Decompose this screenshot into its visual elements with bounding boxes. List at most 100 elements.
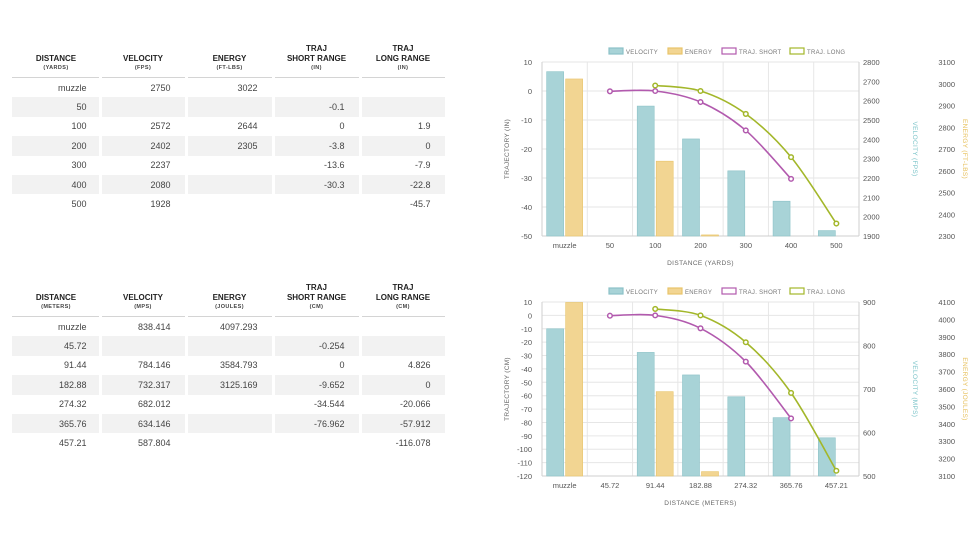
y2-tick-label: 500 [863, 472, 876, 481]
velocity-bar [546, 71, 564, 237]
y3-tick-label: 2700 [938, 145, 955, 154]
y-tick-label: -70 [521, 405, 532, 414]
energy-bar [655, 391, 674, 477]
velocity-bar [818, 230, 836, 237]
column-header: TRAJ LONG RANGE (IN) [360, 44, 446, 78]
column-header-title: TRAJ [392, 283, 414, 292]
table-cell: 365.76 [12, 413, 102, 434]
column-header-unit: (CM) [396, 304, 410, 310]
table-row: 200 2402 2305 -3.8 0 [12, 136, 448, 156]
y-tick-label: -120 [517, 472, 532, 481]
table-row: muzzle 2750 3022 [12, 77, 448, 98]
velocity-bar [727, 396, 746, 477]
y3-tick-label: 3400 [938, 420, 955, 429]
table-cell: 2572 [100, 116, 188, 137]
table-cell: 50 [12, 97, 102, 117]
table-cell [186, 155, 275, 175]
table-cell: 732.317 [100, 375, 188, 395]
table-cell: 3022 [186, 77, 275, 98]
table-cell: -0.1 [273, 97, 362, 117]
table-cell: 2402 [100, 136, 188, 156]
velocity-bar [682, 374, 700, 477]
table-row: 100 2572 2644 0 1.9 [12, 116, 448, 137]
traj-short-point [788, 415, 795, 422]
column-header-unit: (FPS) [134, 65, 152, 71]
table-cell: -116.078 [360, 433, 448, 453]
table-row: 182.88 732.317 3125.169 -9.652 0 [12, 375, 448, 395]
table-cell: muzzle [12, 316, 102, 337]
legend-swatch [721, 47, 737, 55]
table-row: 457.21 587.804 -116.078 [12, 433, 448, 453]
table-cell: -0.254 [273, 336, 362, 356]
velocity-bar [727, 170, 746, 237]
legend-label: TRAJ. LONG [807, 50, 845, 56]
table-cell: 4.826 [360, 355, 448, 376]
column-header-title: SHORT RANGE [286, 293, 347, 302]
energy-bar [655, 160, 674, 237]
chart-svg: 10 0 -10 -20 -30 -40 -50 -60 -70 -80 -90 -100 -110 -1… [504, 287, 968, 507]
traj-short-point [652, 87, 659, 95]
x-axis-title: DISTANCE (METERS) [664, 500, 736, 507]
velocity-bar [546, 328, 564, 477]
x-tick-label: 457.21 [825, 481, 848, 490]
y3-tick-label: 3000 [938, 80, 955, 89]
table-cell [360, 97, 448, 117]
y3-tick-label: 2500 [938, 189, 955, 198]
table-cell: 200 [12, 136, 102, 156]
y3-tick-label: 2800 [938, 123, 955, 132]
column-header: DISTANCE (YARDS) [12, 44, 100, 78]
table-cell: 0 [360, 375, 448, 395]
table-cell [100, 336, 188, 356]
table-cell: 274.32 [12, 394, 102, 414]
y3-tick-label: 2900 [938, 102, 955, 111]
table-cell [273, 316, 362, 337]
table-cell: 300 [12, 155, 102, 175]
legend-label: ENERGY [685, 50, 712, 56]
traj-short-point [697, 325, 704, 332]
table-cell [186, 336, 275, 356]
traj-long-point [697, 312, 704, 319]
table-row: 400 2080 -30.3 -22.8 [12, 174, 448, 195]
imperial-ballistics-table: DISTANCE (YARDS) VELOCITY (FPS) ENERGY (FT-LB… [12, 44, 448, 214]
table-cell: 784.146 [100, 355, 188, 376]
metric-ballistics-chart: 10 0 -10 -20 -30 -40 -50 -60 -70 -80 -90 -100 -110 -1… [496, 282, 974, 515]
velocity-bar [682, 138, 700, 237]
table-cell: 91.44 [12, 355, 102, 376]
x-tick-label: muzzle [553, 481, 577, 490]
legend-label: TRAJ. SHORT [739, 290, 782, 296]
y2-tick-label: 2600 [863, 97, 880, 106]
traj-long-point [788, 389, 795, 396]
y3-axis-title: ENERGY (FT-LBS) [961, 119, 968, 179]
table-cell [273, 194, 362, 214]
column-header: TRAJ SHORT RANGE (CM) [273, 283, 360, 317]
table-cell: 2750 [100, 77, 188, 98]
y2-tick-label: 2100 [863, 193, 880, 202]
y-tick-label: -20 [521, 145, 532, 154]
legend-swatch [608, 287, 624, 295]
column-header-title: VELOCITY [122, 54, 163, 63]
column-header-unit: (METERS) [41, 304, 71, 310]
column-header: DISTANCE (METERS) [12, 283, 100, 317]
y2-axis-title: VELOCITY (MPS) [911, 361, 918, 417]
column-header-title: LONG RANGE [375, 54, 431, 63]
y-tick-label: -50 [521, 378, 532, 387]
table-header-row: DISTANCE (YARDS) VELOCITY (FPS) ENERGY (FT-LB… [12, 44, 446, 78]
table-row: 300 2237 -13.6 -7.9 [12, 155, 448, 175]
legend-swatch [789, 287, 805, 295]
y3-tick-label: 3100 [938, 472, 955, 481]
table-cell: 0 [360, 136, 448, 156]
x-tick-label: 300 [740, 241, 753, 250]
y-tick-label: -20 [521, 338, 532, 347]
column-header: ENERGY (FT-LBS) [186, 44, 273, 78]
legend-swatch [667, 47, 683, 55]
column-header-title: ENERGY [212, 293, 247, 302]
column-header: VELOCITY (FPS) [100, 44, 186, 78]
table-cell: -76.962 [273, 413, 362, 434]
y2-tick-label: 2000 [863, 213, 880, 222]
y3-tick-label: 3700 [938, 368, 955, 377]
x-tick-label: 45.72 [601, 481, 620, 490]
column-header-unit: (IN) [397, 65, 409, 71]
y2-tick-label: 1900 [863, 232, 880, 241]
table-cell: 2644 [186, 116, 275, 137]
table-cell: 682.012 [100, 394, 188, 414]
